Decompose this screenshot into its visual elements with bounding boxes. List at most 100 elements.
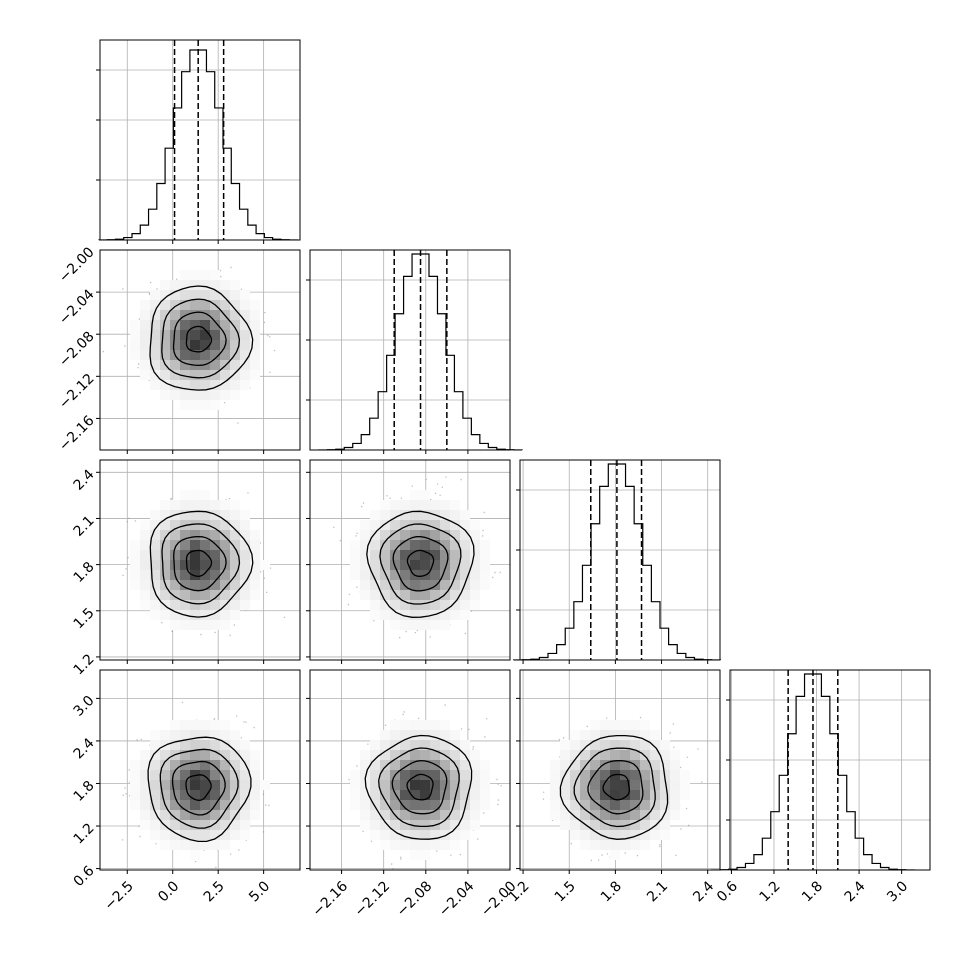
density-cell: [640, 760, 650, 770]
density-cell: [240, 330, 250, 340]
density-cell: [450, 590, 460, 600]
density-cell: [420, 500, 430, 510]
density-cell: [130, 330, 140, 340]
density-cell: [150, 350, 160, 360]
density-cell: [180, 740, 190, 750]
density-cell: [200, 390, 210, 400]
y-tick-label: −2.08: [56, 329, 98, 371]
x-tick-label: 1.8: [598, 878, 625, 905]
axes-frame: [99, 459, 301, 661]
density-cell: [210, 330, 220, 340]
density-cell: [620, 770, 630, 780]
density-cell: [440, 600, 450, 610]
density-cell: [460, 550, 470, 560]
y-tick-label: 1.5: [71, 605, 98, 632]
density-cell: [570, 810, 580, 820]
density-cell: [230, 360, 240, 370]
density-cell: [360, 530, 370, 540]
density-cell: [460, 740, 470, 750]
density-cell: [210, 270, 220, 280]
density-cell: [570, 820, 580, 830]
density-cell: [450, 530, 460, 540]
density-cell: [640, 770, 650, 780]
contour-line: [159, 748, 239, 829]
density-cell: [180, 530, 190, 540]
density-cell: [470, 790, 480, 800]
density-cell: [480, 800, 490, 810]
density-cell: [200, 540, 210, 550]
density-cell: [380, 550, 390, 560]
axes-frame: [99, 39, 301, 241]
density-cell: [600, 740, 610, 750]
density-cell: [170, 310, 180, 320]
density-cell: [200, 730, 210, 740]
density-cell: [450, 780, 460, 790]
density-cell: [480, 580, 490, 590]
histogram-panel: [512, 459, 721, 664]
density-cell: [200, 490, 210, 500]
density-cell: [450, 770, 460, 780]
density-cell: [430, 520, 440, 530]
density-cell: [130, 570, 140, 580]
contour-line: [161, 298, 241, 379]
density-cell: [470, 750, 480, 760]
density-cell: [150, 600, 160, 610]
density-cell: [590, 810, 600, 820]
density-cell: [380, 610, 390, 620]
density-cell: [410, 730, 420, 740]
x-tick-label: 2.5: [201, 878, 228, 905]
density-cell: [130, 560, 140, 570]
density-cell: [420, 850, 430, 860]
density-cell: [420, 820, 430, 830]
density-cell: [420, 730, 430, 740]
x-tick-label: 2.4: [690, 878, 717, 905]
density-cell: [160, 780, 170, 790]
density-cell: [390, 500, 400, 510]
density-cell: [160, 370, 170, 380]
density-cell: [390, 720, 400, 730]
x-tick-label: 2.1: [644, 878, 671, 905]
x-tick-label: −2.08: [394, 878, 436, 920]
density-cell: [230, 320, 240, 330]
contour-line: [147, 736, 252, 843]
density-cell: [460, 770, 470, 780]
x-tick-label: −2.5: [102, 878, 137, 913]
density-cell: [200, 340, 210, 350]
density-cell: [240, 520, 250, 530]
density-cell: [630, 810, 640, 820]
density-cell: [170, 820, 180, 830]
density-cell: [250, 570, 260, 580]
density-cell: [180, 820, 190, 830]
density-cell: [210, 370, 220, 380]
density-cell: [160, 340, 170, 350]
histogram-panel: [96, 39, 301, 244]
density-cell: [470, 780, 480, 790]
density-cell: [220, 800, 230, 810]
density-cell: [180, 320, 190, 330]
density-cell: [230, 830, 240, 840]
density-cell: [550, 790, 560, 800]
density-cell: [440, 730, 450, 740]
density-cell: [390, 530, 400, 540]
density-cell: [210, 720, 220, 730]
density-cell: [230, 770, 240, 780]
density-cell: [570, 800, 580, 810]
density-cell: [640, 800, 650, 810]
density-cell: [620, 790, 630, 800]
density-cell: [150, 760, 160, 770]
density-cell: [420, 550, 430, 560]
density-cell: [390, 730, 400, 740]
density-cell: [140, 760, 150, 770]
density-cell: [220, 830, 230, 840]
density-cell: [450, 810, 460, 820]
density-cell: [400, 820, 410, 830]
density-cell: [160, 300, 170, 310]
density-cell: [180, 290, 190, 300]
density-cell: [420, 540, 430, 550]
density-cell: [190, 500, 200, 510]
density-cell: [390, 790, 400, 800]
density-cell: [180, 380, 190, 390]
density-cell: [160, 510, 170, 520]
density-cell: [190, 400, 200, 410]
